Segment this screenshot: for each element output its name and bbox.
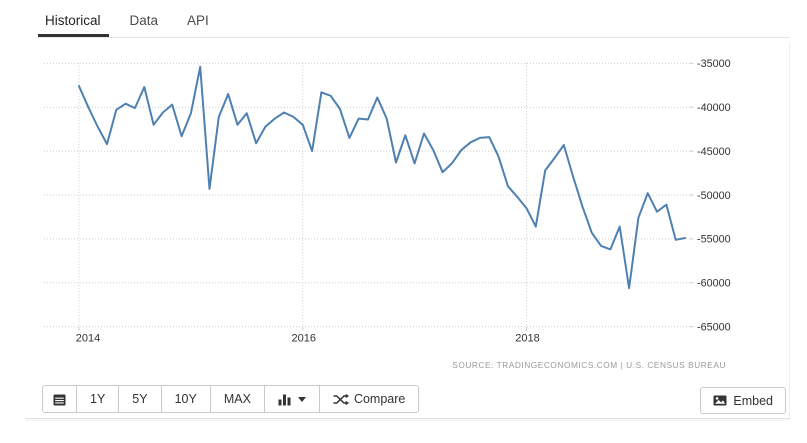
bar-chart-icon bbox=[278, 394, 291, 405]
tab-historical[interactable]: Historical bbox=[38, 6, 109, 37]
balance-of-trade-line bbox=[78, 65, 686, 290]
card-right-border bbox=[789, 44, 790, 418]
y-axis-tick-label: -55000 bbox=[697, 234, 731, 246]
chevron-down-icon bbox=[297, 396, 306, 402]
line-chart-canvas[interactable]: -35000 -40000 -45000 -50000 -55000 -60000 -650… bbox=[0, 0, 807, 380]
embed-button[interactable]: Embed bbox=[700, 387, 786, 414]
tab-data[interactable]: Data bbox=[129, 13, 159, 28]
embed-button-label: Embed bbox=[733, 393, 773, 408]
y-axis-tick-label: -35000 bbox=[697, 58, 731, 70]
source-attribution: SOURCE: TRADINGECONOMICS.COM | U.S. CENS… bbox=[452, 360, 726, 370]
y-axis-tick-label: -50000 bbox=[697, 190, 731, 202]
chart-type-button[interactable] bbox=[263, 385, 320, 413]
compare-button[interactable]: Compare bbox=[318, 385, 420, 413]
calendar-button[interactable] bbox=[42, 385, 77, 413]
y-axis-tick-label: -60000 bbox=[697, 278, 731, 290]
tab-bar: Historical Data API bbox=[38, 6, 790, 38]
range-5y-button[interactable]: 5Y bbox=[118, 385, 162, 413]
x-axis-tick-label: 2014 bbox=[76, 333, 100, 345]
embed-image-icon bbox=[713, 395, 727, 406]
range-10y-button[interactable]: 10Y bbox=[160, 385, 211, 413]
chart-series-line bbox=[78, 65, 686, 290]
y-axis-tick-label: -40000 bbox=[697, 102, 731, 114]
compare-shuffle-icon bbox=[333, 393, 349, 405]
chart-toolbar: 1Y 5Y 10Y MAX Compare bbox=[42, 385, 420, 413]
x-axis-tick-label: 2016 bbox=[292, 333, 316, 345]
y-axis-tick-label: -45000 bbox=[697, 146, 731, 158]
y-axis-tick-label: -65000 bbox=[697, 322, 731, 334]
card-bottom-border bbox=[25, 418, 790, 419]
x-axis-tick-label: 2018 bbox=[515, 333, 539, 345]
chart-axis-labels: -35000 -40000 -45000 -50000 -55000 -60000 -650… bbox=[76, 58, 731, 344]
tab-api[interactable]: API bbox=[187, 13, 209, 28]
compare-button-label: Compare bbox=[353, 392, 406, 406]
range-1y-button[interactable]: 1Y bbox=[76, 385, 120, 413]
chart-gridlines bbox=[44, 62, 694, 331]
card-bottom-shadow bbox=[25, 419, 790, 421]
calendar-icon bbox=[53, 394, 66, 405]
range-max-button[interactable]: MAX bbox=[209, 385, 265, 413]
